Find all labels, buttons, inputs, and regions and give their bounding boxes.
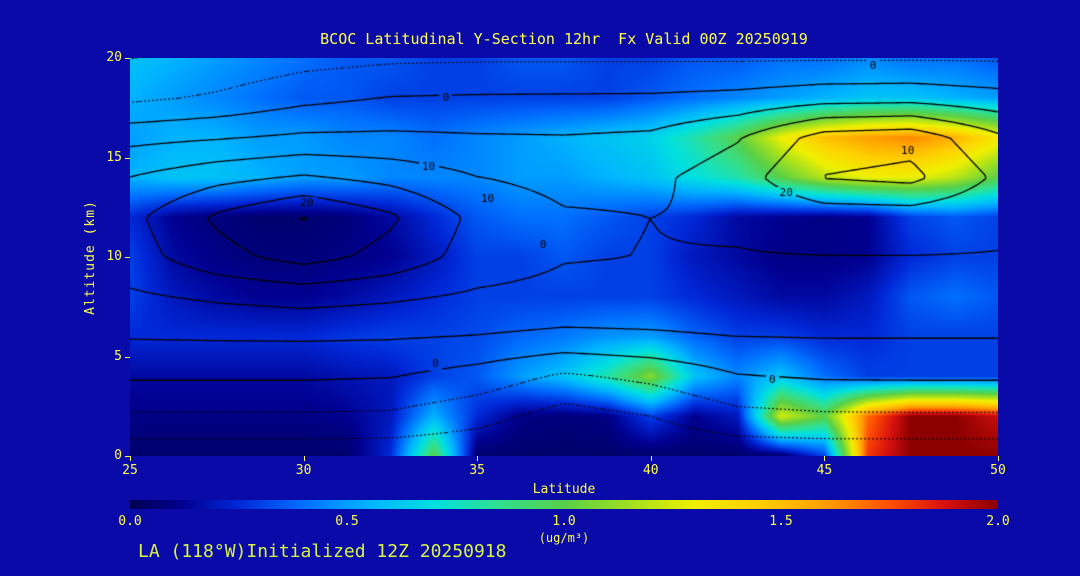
colorbar-tick-label: 1.0	[552, 514, 576, 529]
x-axis-label: Latitude	[532, 482, 596, 497]
x-tick-label: 40	[642, 463, 659, 478]
colorbar	[130, 500, 998, 509]
y-tick-mark	[125, 58, 130, 59]
colorbar-tick-label: 0.5	[335, 514, 359, 529]
y-tick-label: 5	[114, 348, 122, 364]
contour-plot-canvas	[130, 58, 998, 456]
init-time-label: LA (118°W)Initialized 12Z 20250918	[138, 541, 507, 562]
y-tick-mark	[125, 257, 130, 258]
x-tick-mark	[650, 456, 652, 461]
x-tick-mark	[477, 456, 479, 461]
y-tick-label: 15	[106, 149, 122, 165]
colorbar-tick-label: 0.0	[118, 514, 142, 529]
x-tick-label: 25	[122, 463, 138, 478]
y-tick-label: 20	[106, 50, 122, 65]
x-tick-label: 30	[295, 463, 312, 478]
chart-title: BCOC Latitudinal Y-Section 12hr Fx Valid…	[320, 30, 808, 48]
x-tick-label: 45	[816, 463, 833, 478]
y-tick-mark	[125, 157, 130, 159]
colorbar-tick-label: 1.5	[769, 514, 793, 529]
y-tick-label: 0	[114, 448, 122, 463]
x-tick-mark	[998, 456, 999, 461]
x-tick-mark	[130, 456, 131, 461]
colorbar-unit-label: (ug/m³)	[538, 531, 590, 545]
x-tick-label: 50	[990, 463, 1006, 478]
x-tick-mark	[824, 456, 826, 461]
x-tick-mark	[303, 456, 305, 461]
y-tick-label: 10	[106, 249, 122, 264]
y-tick-mark	[125, 456, 130, 457]
y-tick-mark	[125, 356, 130, 358]
colorbar-tick-label: 2.0	[986, 514, 1010, 529]
x-tick-label: 35	[469, 463, 486, 478]
